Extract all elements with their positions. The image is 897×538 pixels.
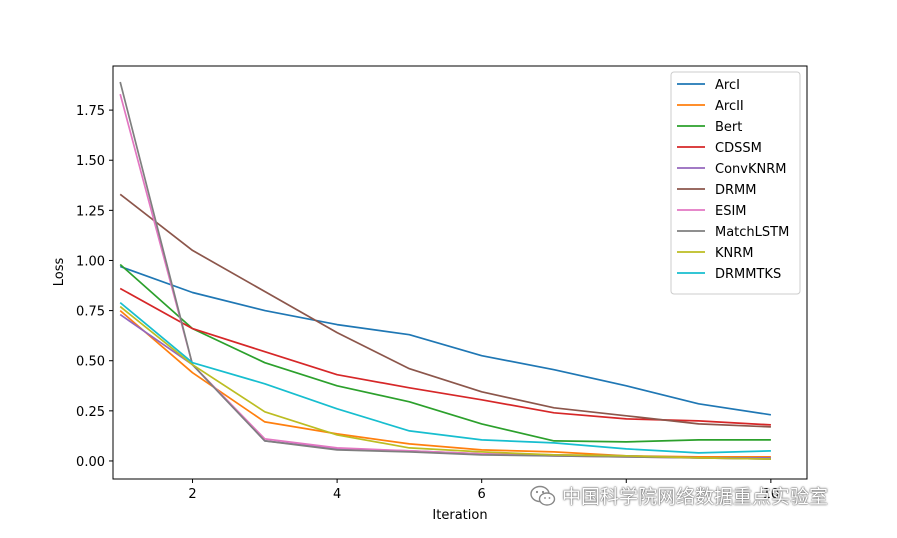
legend-label: KNRM <box>715 246 754 261</box>
y-axis: 0.00 0.25 0.50 0.75 1.00 1.25 1.50 1.75 <box>76 104 113 470</box>
legend-box <box>670 71 801 295</box>
legend-label: DRMMTKS <box>715 267 781 282</box>
watermark: 中国科学院网络数据重点实验室 <box>530 482 828 509</box>
plot-marks <box>119 81 772 460</box>
legend-label: Bert <box>715 120 742 135</box>
legend-label: ESIM <box>715 204 747 219</box>
y-tick-label: 1.00 <box>76 254 105 269</box>
plot-frame <box>112 65 808 480</box>
series-line-6 <box>119 193 771 428</box>
x-tick-label: 2 <box>188 487 196 502</box>
legend: ArcI ArcII Bert CDSSM ConvKNRM DRMM ESIM MatchL… <box>670 71 801 295</box>
y-tick-label: 0.25 <box>76 405 105 420</box>
legend-label: DRMM <box>715 183 756 198</box>
legend-label: CDSSM <box>715 141 762 156</box>
x-axis: 2 4 6 10 <box>188 479 779 502</box>
series-line-9 <box>119 305 771 460</box>
legend-label: MatchLSTM <box>715 225 789 240</box>
y-axis-label: Loss <box>52 258 67 287</box>
watermark-text: 中国科学院网络数据重点实验室 <box>562 486 829 508</box>
y-tick-label: 1.75 <box>76 104 105 119</box>
y-tick-label: 1.25 <box>76 204 105 219</box>
y-tick-label: 1.50 <box>76 154 105 169</box>
x-axis-label: Iteration <box>432 508 487 523</box>
y-tick-label: 0.75 <box>76 305 105 320</box>
legend-label: ConvKNRM <box>715 162 786 177</box>
legend-label: ArcI <box>715 78 740 93</box>
series-line-1 <box>119 265 772 416</box>
y-tick-label: 0.00 <box>76 455 105 470</box>
series-line-3 <box>119 263 771 443</box>
legend-label: ArcII <box>715 99 744 114</box>
x-tick-label: 6 <box>478 487 486 502</box>
wechat-icon <box>530 485 556 506</box>
series-line-10 <box>119 301 771 454</box>
y-tick-label: 0.50 <box>76 355 105 370</box>
x-tick-label: 4 <box>333 487 341 502</box>
x-tick-label: 10 <box>763 487 780 502</box>
